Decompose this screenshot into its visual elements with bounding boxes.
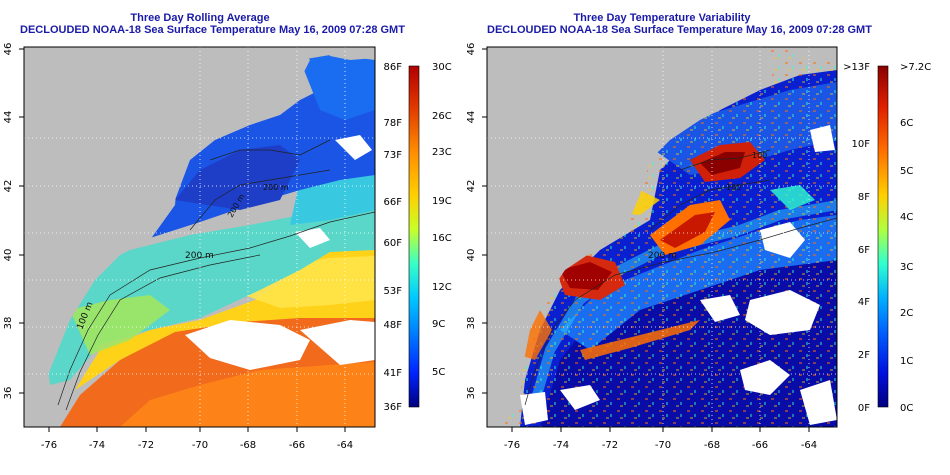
right-colorbar-f-label: 0F bbox=[858, 403, 870, 414]
left-contour-label-1: 200 m bbox=[185, 251, 214, 261]
right-map bbox=[487, 47, 837, 427]
left-x-tick: -74 bbox=[89, 440, 105, 451]
left-map bbox=[24, 47, 375, 427]
left-x-tick: -68 bbox=[240, 440, 256, 451]
right-y-tick: 36 bbox=[466, 387, 477, 400]
left-x-tick: -72 bbox=[138, 440, 154, 451]
right-colorbar-c-label: 0C bbox=[900, 403, 913, 414]
left-colorbar-f-label: 53F bbox=[384, 286, 403, 297]
left-colorbar-scale bbox=[408, 65, 420, 408]
right-y-axis: 36 38 40 42 44 46 bbox=[466, 43, 487, 400]
left-coastline bbox=[24, 47, 310, 420]
left-colorbar-f-label: 86F bbox=[384, 62, 403, 73]
right-colorbar-f-label: 6F bbox=[858, 245, 870, 256]
right-coastline bbox=[487, 47, 775, 427]
left-colorbar: 86F 78F 73F 66F 60F 53F 48F 41F 36F 30C … bbox=[384, 62, 452, 413]
right-x-tick: -68 bbox=[704, 440, 720, 451]
right-contour-label-3: 100 bbox=[752, 151, 767, 160]
left-x-tick: -66 bbox=[289, 440, 305, 451]
left-y-tick: 42 bbox=[3, 180, 14, 193]
left-y-tick: 40 bbox=[3, 249, 14, 262]
left-shelf-water bbox=[40, 200, 375, 385]
left-title-line2: DECLOUDED NOAA-18 Sea Surface Temperatur… bbox=[20, 24, 405, 36]
right-colorbar: >13F 10F 8F 6F 4F 2F 0F >7.2C 6C 5C 4C 3… bbox=[843, 62, 931, 414]
left-colorbar-c-label: 30C bbox=[432, 62, 452, 73]
left-y-tick: 38 bbox=[3, 317, 14, 330]
left-x-tick: -76 bbox=[41, 440, 57, 451]
right-colorbar-c-label: 2C bbox=[900, 308, 913, 319]
right-colorbar-f-label: 10F bbox=[852, 139, 871, 150]
left-colorbar-c-label: 23C bbox=[432, 147, 452, 158]
right-y-tick: 38 bbox=[466, 317, 477, 330]
right-colorbar-c-label: 3C bbox=[900, 262, 913, 273]
left-y-axis: 36 38 40 42 44 46 bbox=[3, 43, 24, 400]
right-colorbar-c-label: 4C bbox=[900, 212, 913, 223]
right-colorbar-f-label: 8F bbox=[858, 192, 870, 203]
left-colorbar-f-label: 36F bbox=[384, 402, 403, 413]
right-map-frame bbox=[486, 46, 838, 428]
left-colorbar-f-label: 60F bbox=[384, 238, 403, 249]
left-colorbar-c-label: 12C bbox=[432, 282, 452, 293]
right-title-line1: Three Day Temperature Variability bbox=[573, 12, 751, 24]
right-colorbar-f-label: >13F bbox=[843, 62, 870, 73]
right-x-tick: -70 bbox=[655, 440, 671, 451]
right-y-tick: 42 bbox=[466, 180, 477, 193]
left-colorbar-f-label: 73F bbox=[384, 150, 403, 161]
right-y-tick: 46 bbox=[466, 43, 477, 56]
left-x-tick: -64 bbox=[337, 440, 353, 451]
left-colorbar-f-label: 41F bbox=[384, 368, 403, 379]
left-y-tick: 36 bbox=[3, 387, 14, 400]
right-contour-label-2: 100 bbox=[726, 183, 741, 192]
right-x-tick: -74 bbox=[553, 440, 569, 451]
left-contour-label-4: 200 m bbox=[263, 183, 289, 192]
left-colorbar-f-label: 78F bbox=[384, 118, 403, 129]
left-contour-200m bbox=[57, 211, 375, 406]
left-colorbar-c-label: 5C bbox=[432, 367, 445, 378]
right-contour-label-1: 200 m bbox=[648, 251, 677, 261]
right-colorbar-c-label: 6C bbox=[900, 118, 913, 129]
right-x-axis: -76 -74 -72 -70 -68 -66 -64 bbox=[504, 427, 817, 451]
left-y-tick: 46 bbox=[3, 43, 14, 56]
right-x-tick: -64 bbox=[801, 440, 817, 451]
right-x-tick: -76 bbox=[504, 440, 520, 451]
left-title-line1: Three Day Rolling Average bbox=[130, 12, 270, 24]
right-title-line2: DECLOUDED NOAA-18 Sea Surface Temperatur… bbox=[487, 24, 872, 36]
left-colorbar-f-label: 66F bbox=[384, 197, 403, 208]
left-colorbar-f-label: 48F bbox=[384, 320, 403, 331]
right-colorbar-c-label: 5C bbox=[900, 166, 913, 177]
right-y-tick: 44 bbox=[466, 111, 477, 124]
left-cloud-patch bbox=[185, 320, 310, 370]
right-y-tick: 40 bbox=[466, 249, 477, 262]
left-x-axis: -76 -74 -72 -70 -68 -66 -64 bbox=[41, 427, 353, 451]
right-contour-200m bbox=[524, 217, 837, 406]
right-x-tick: -66 bbox=[752, 440, 768, 451]
left-colorbar-c-label: 16C bbox=[432, 233, 452, 244]
right-cloud-patch bbox=[760, 222, 805, 258]
right-colorbar-f-label: 4F bbox=[858, 297, 870, 308]
left-colorbar-c-label: 9C bbox=[432, 319, 445, 330]
left-colorbar-c-label: 19C bbox=[432, 196, 452, 207]
right-colorbar-scale bbox=[877, 65, 889, 408]
left-x-tick: -70 bbox=[192, 440, 208, 451]
left-map-title: Three Day Rolling Average DECLOUDED NOAA… bbox=[20, 12, 405, 36]
right-colorbar-c-label: >7.2C bbox=[900, 62, 931, 73]
right-map-title: Three Day Temperature Variability DECLOU… bbox=[487, 12, 872, 36]
right-x-tick: -72 bbox=[602, 440, 618, 451]
right-colorbar-f-label: 2F bbox=[858, 350, 870, 361]
right-colorbar-c-label: 1C bbox=[900, 356, 913, 367]
left-colorbar-c-label: 26C bbox=[432, 111, 452, 122]
left-y-tick: 44 bbox=[3, 111, 14, 124]
